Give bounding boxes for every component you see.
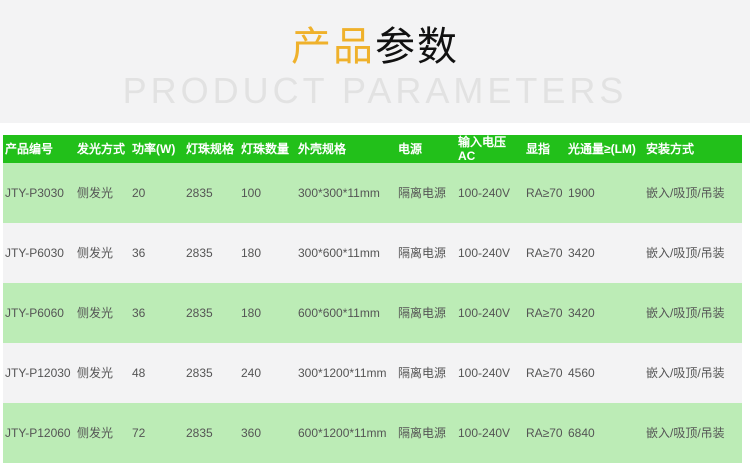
column-header: 外壳规格	[296, 135, 396, 163]
table-cell: JTY-P12060	[3, 403, 75, 463]
table-cell: 300*300*11mm	[296, 163, 396, 223]
table-cell: 3420	[566, 283, 644, 343]
table-cell: JTY-P3030	[3, 163, 75, 223]
table-cell: 180	[239, 283, 296, 343]
column-header: 光通量≥(LM)	[566, 135, 644, 163]
table-row: JTY-P6030 侧发光 36 2835 180 300*600*11mm 隔离电源 100…	[3, 223, 742, 283]
column-header: 功率(W)	[130, 135, 184, 163]
table-cell: 48	[130, 343, 184, 403]
table-cell: RA≥70	[524, 223, 566, 283]
table-row: JTY-P12030 侧发光 48 2835 240 300*1200*11mm 隔离电源 1…	[3, 343, 742, 403]
table-cell: 100	[239, 163, 296, 223]
table-header: 产品编号 发光方式 功率(W) 灯珠规格 灯珠数量 外壳规格 电源 输入电压AC 显指 光通量≥(…	[3, 135, 742, 163]
table-cell: 100-240V	[456, 343, 524, 403]
column-header: 电源	[396, 135, 456, 163]
table-cell: 2835	[184, 283, 239, 343]
table-cell: JTY-P12030	[3, 343, 75, 403]
table-cell: 300*1200*11mm	[296, 343, 396, 403]
table-cell: 6840	[566, 403, 644, 463]
table-cell: 嵌入/吸顶/吊装	[644, 403, 742, 463]
table-cell: 100-240V	[456, 283, 524, 343]
table-cell: 侧发光	[75, 223, 130, 283]
table-row: JTY-P6060 侧发光 36 2835 180 600*600*11mm 隔离电源 100…	[3, 283, 742, 343]
table-cell: 嵌入/吸顶/吊装	[644, 283, 742, 343]
table-cell: 隔离电源	[396, 283, 456, 343]
table-cell: 嵌入/吸顶/吊装	[644, 163, 742, 223]
title-rest: 参数	[375, 24, 459, 70]
table-cell: 600*1200*11mm	[296, 403, 396, 463]
table-cell: 300*600*11mm	[296, 223, 396, 283]
table-cell: 隔离电源	[396, 163, 456, 223]
parameters-table: 产品编号 发光方式 功率(W) 灯珠规格 灯珠数量 外壳规格 电源 输入电压AC 显指 光通量≥(…	[3, 135, 742, 463]
table-cell: 2835	[184, 163, 239, 223]
table-cell: 侧发光	[75, 163, 130, 223]
table-cell: 20	[130, 163, 184, 223]
column-header: 发光方式	[75, 135, 130, 163]
table-cell: 100-240V	[456, 223, 524, 283]
table-cell: 100-240V	[456, 403, 524, 463]
table-cell: RA≥70	[524, 283, 566, 343]
table-cell: 36	[130, 223, 184, 283]
table-cell: 180	[239, 223, 296, 283]
table-cell: 36	[130, 283, 184, 343]
title-highlight: 产品	[291, 24, 375, 70]
column-header: 灯珠数量	[239, 135, 296, 163]
table-cell: 隔离电源	[396, 403, 456, 463]
table-cell: 4560	[566, 343, 644, 403]
table-cell: RA≥70	[524, 343, 566, 403]
column-header: 输入电压AC	[456, 135, 524, 163]
column-header: 产品编号	[3, 135, 75, 163]
column-header: 安装方式	[644, 135, 742, 163]
table-row: JTY-P3030 侧发光 20 2835 100 300*300*11mm 隔离电源 100…	[3, 163, 742, 223]
table-cell: 2835	[184, 343, 239, 403]
table-cell: 侧发光	[75, 403, 130, 463]
table-cell: JTY-P6030	[3, 223, 75, 283]
column-header: 显指	[524, 135, 566, 163]
table-cell: JTY-P6060	[3, 283, 75, 343]
table-cell: 侧发光	[75, 343, 130, 403]
table-cell: 嵌入/吸顶/吊装	[644, 343, 742, 403]
title-banner: 产品参数 PRODUCT PARAMETERS	[0, 0, 750, 123]
table-cell: RA≥70	[524, 403, 566, 463]
column-header: 灯珠规格	[184, 135, 239, 163]
table-cell: 72	[130, 403, 184, 463]
table-cell: RA≥70	[524, 163, 566, 223]
table-cell: 240	[239, 343, 296, 403]
table-row: JTY-P12060 侧发光 72 2835 360 600*1200*11mm 隔离电源 1…	[3, 403, 742, 463]
table-cell: 2835	[184, 403, 239, 463]
table-cell: 隔离电源	[396, 343, 456, 403]
background-watermark-text: PRODUCT PARAMETERS	[122, 70, 628, 111]
table-cell: 100-240V	[456, 163, 524, 223]
table-cell: 600*600*11mm	[296, 283, 396, 343]
table-cell: 360	[239, 403, 296, 463]
table-cell: 侧发光	[75, 283, 130, 343]
page-title: 产品参数	[0, 14, 750, 72]
table-cell: 2835	[184, 223, 239, 283]
table-cell: 隔离电源	[396, 223, 456, 283]
table-cell: 3420	[566, 223, 644, 283]
table-cell: 嵌入/吸顶/吊装	[644, 223, 742, 283]
table-cell: 1900	[566, 163, 644, 223]
